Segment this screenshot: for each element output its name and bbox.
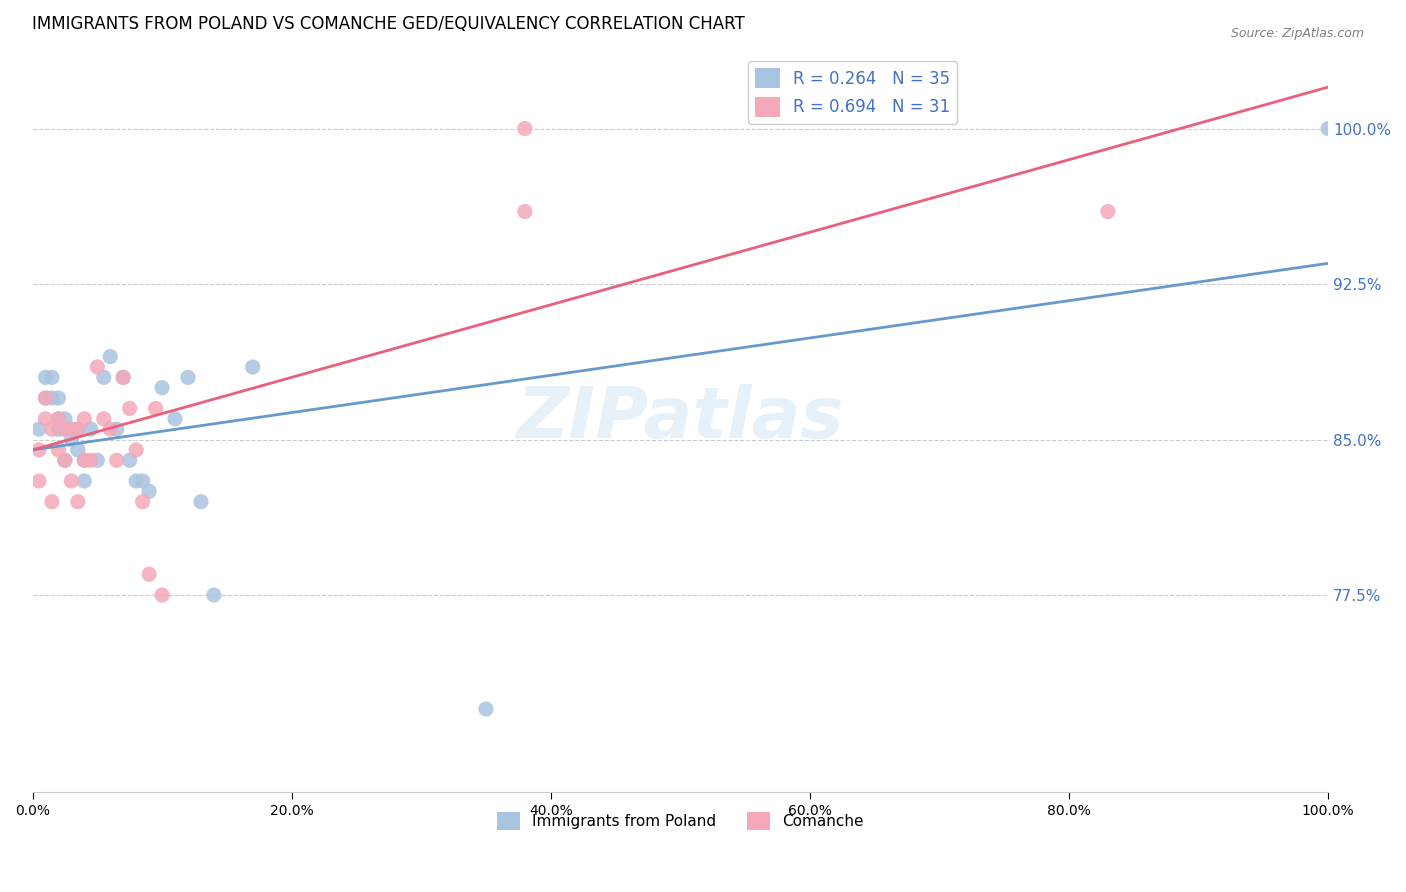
Point — [41, 494, 63, 508]
Point — [177, 370, 200, 384]
Point — [118, 401, 141, 416]
Point — [48, 442, 70, 457]
Point — [86, 453, 108, 467]
Point — [131, 474, 153, 488]
Point — [1097, 204, 1119, 219]
Point — [131, 494, 153, 508]
Point — [28, 442, 51, 457]
Point — [150, 588, 173, 602]
Point — [48, 412, 70, 426]
Point — [105, 422, 128, 436]
Point — [48, 422, 70, 436]
Point — [93, 412, 115, 426]
Point — [60, 474, 83, 488]
Point — [86, 359, 108, 374]
Point — [93, 370, 115, 384]
Point — [98, 422, 121, 436]
Text: IMMIGRANTS FROM POLAND VS COMANCHE GED/EQUIVALENCY CORRELATION CHART: IMMIGRANTS FROM POLAND VS COMANCHE GED/E… — [32, 15, 745, 33]
Point — [28, 474, 51, 488]
Point — [190, 494, 212, 508]
Point — [53, 422, 76, 436]
Point — [80, 453, 103, 467]
Point — [53, 453, 76, 467]
Point — [242, 359, 264, 374]
Point — [34, 370, 56, 384]
Point — [163, 412, 186, 426]
Point — [105, 453, 128, 467]
Point — [513, 121, 536, 136]
Point — [138, 567, 160, 582]
Point — [118, 453, 141, 467]
Point — [34, 412, 56, 426]
Point — [145, 401, 167, 416]
Point — [73, 453, 96, 467]
Point — [66, 442, 89, 457]
Point — [53, 453, 76, 467]
Point — [53, 412, 76, 426]
Point — [41, 422, 63, 436]
Point — [150, 381, 173, 395]
Point — [73, 412, 96, 426]
Point — [73, 453, 96, 467]
Point — [73, 474, 96, 488]
Point — [48, 412, 70, 426]
Text: ZIPatlas: ZIPatlas — [516, 384, 844, 453]
Point — [80, 422, 103, 436]
Point — [41, 391, 63, 405]
Point — [66, 422, 89, 436]
Point — [60, 422, 83, 436]
Point — [125, 474, 148, 488]
Point — [202, 588, 225, 602]
Point — [66, 494, 89, 508]
Point — [60, 433, 83, 447]
Point — [41, 370, 63, 384]
Point — [98, 350, 121, 364]
Legend: Immigrants from Poland, Comanche: Immigrants from Poland, Comanche — [491, 805, 870, 837]
Point — [138, 484, 160, 499]
Point — [53, 422, 76, 436]
Point — [28, 422, 51, 436]
Point — [125, 442, 148, 457]
Point — [112, 370, 135, 384]
Point — [48, 391, 70, 405]
Point — [34, 391, 56, 405]
Point — [34, 391, 56, 405]
Point — [475, 702, 498, 716]
Point — [112, 370, 135, 384]
Point — [1317, 121, 1340, 136]
Point — [60, 422, 83, 436]
Point — [513, 204, 536, 219]
Text: Source: ZipAtlas.com: Source: ZipAtlas.com — [1230, 27, 1364, 40]
Point — [66, 422, 89, 436]
